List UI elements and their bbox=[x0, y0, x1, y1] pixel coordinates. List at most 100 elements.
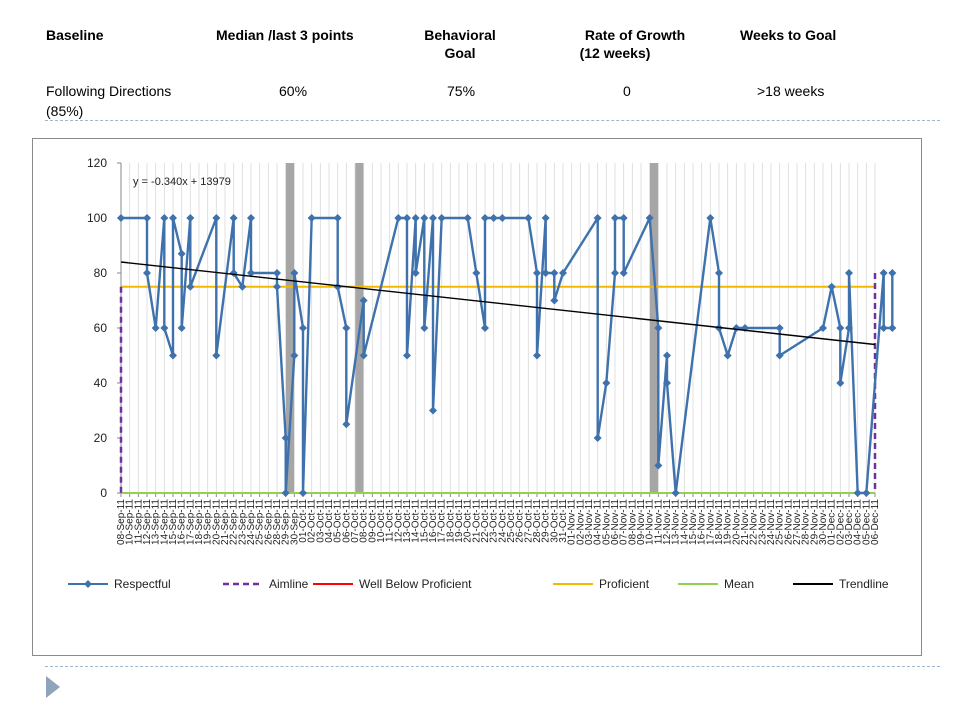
y-tick-label: 100 bbox=[87, 211, 107, 225]
x-tick-label: 03-Dec-11 bbox=[844, 499, 855, 545]
x-tick-label: 09-Nov-11 bbox=[636, 499, 647, 545]
respectful-data-point bbox=[143, 269, 151, 277]
x-tick-label: 09-Oct-11 bbox=[367, 499, 378, 543]
respectful-data-point bbox=[550, 296, 559, 305]
x-tick-label: 21-Oct-11 bbox=[471, 499, 482, 543]
header-baseline: Baseline bbox=[46, 27, 104, 43]
x-tick-label: 12-Oct-11 bbox=[393, 499, 404, 543]
x-tick-label: 11-Nov-11 bbox=[653, 499, 664, 545]
respectful-data-point bbox=[247, 269, 255, 277]
respectful-data-point bbox=[307, 214, 316, 222]
row-rate: 0 bbox=[623, 83, 631, 99]
x-tick-label: 25-Sep-11 bbox=[255, 499, 266, 545]
x-tick-label: 08-Sep-11 bbox=[116, 499, 127, 545]
x-tick-label: 28-Oct-11 bbox=[532, 499, 543, 543]
respectful-data-point bbox=[533, 269, 541, 277]
respectful-data-point bbox=[238, 282, 247, 291]
y-tick-label: 20 bbox=[94, 431, 108, 445]
respectful-data-point bbox=[611, 269, 619, 277]
x-tick-label: 07-Oct-11 bbox=[350, 499, 361, 543]
x-tick-label: 18-Oct-11 bbox=[445, 499, 456, 543]
x-tick-label: 01-Oct-11 bbox=[298, 499, 309, 543]
x-tick-label: 02-Oct-11 bbox=[307, 499, 318, 543]
x-tick-label: 12-Nov-11 bbox=[662, 499, 673, 545]
x-tick-label: 10-Nov-11 bbox=[645, 499, 656, 545]
respectful-data-point bbox=[498, 214, 507, 222]
legend-marker bbox=[84, 580, 92, 588]
x-tick-label: 29-Nov-11 bbox=[809, 499, 820, 545]
x-tick-label: 04-Dec-11 bbox=[853, 499, 864, 545]
respectful-data-point bbox=[836, 379, 845, 387]
trendline-equation: y = -0.340x + 13979 bbox=[133, 176, 231, 188]
x-tick-label: 26-Nov-11 bbox=[783, 499, 794, 545]
respectful-data-point bbox=[602, 379, 611, 387]
respectful-data-point bbox=[619, 214, 628, 222]
x-tick-label: 06-Dec-11 bbox=[870, 499, 881, 545]
x-tick-label: 08-Oct-11 bbox=[359, 499, 370, 543]
x-tick-label: 23-Oct-11 bbox=[489, 499, 500, 543]
x-tick-label: 24-Sep-11 bbox=[246, 499, 257, 545]
legend-label: Well Below Proficient bbox=[359, 577, 472, 591]
y-tick-label: 40 bbox=[94, 376, 108, 390]
respectful-data-point bbox=[429, 406, 437, 415]
respectful-data-point bbox=[524, 214, 533, 222]
respectful-data-point bbox=[819, 324, 827, 332]
respectful-data-point bbox=[845, 269, 853, 277]
top-divider bbox=[45, 120, 940, 121]
y-tick-label: 60 bbox=[94, 321, 108, 335]
respectful-data-point bbox=[281, 434, 290, 442]
respectful-data-point bbox=[888, 324, 897, 332]
x-tick-label: 31-Oct-11 bbox=[558, 499, 569, 543]
respectful-data-point bbox=[169, 351, 177, 360]
x-tick-label: 30-Oct-11 bbox=[549, 499, 560, 543]
x-tick-label: 10-Sep-11 bbox=[125, 499, 136, 545]
x-tick-label: 01-Dec-11 bbox=[827, 499, 838, 545]
y-tick-label: 0 bbox=[100, 486, 107, 500]
respectful-data-point bbox=[862, 489, 871, 497]
next-slide-arrow-icon[interactable] bbox=[46, 676, 60, 698]
respectful-data-point bbox=[481, 324, 489, 332]
x-tick-label: 01-Nov-11 bbox=[567, 499, 578, 545]
x-tick-label: 17-Oct-11 bbox=[437, 499, 448, 543]
y-tick-label: 120 bbox=[87, 156, 107, 170]
respectful-data-point bbox=[541, 269, 550, 277]
respectful-data-point bbox=[117, 214, 125, 222]
respectful-data-point bbox=[160, 324, 169, 332]
respectful-data-point bbox=[723, 351, 732, 360]
x-tick-label: 29-Sep-11 bbox=[281, 499, 292, 545]
header-median: Median /last 3 points bbox=[216, 27, 354, 43]
respectful-data-point bbox=[229, 214, 238, 222]
x-tick-label: 23-Sep-11 bbox=[237, 499, 248, 545]
x-tick-label: 13-Nov-11 bbox=[671, 499, 682, 545]
x-tick-label: 19-Oct-11 bbox=[454, 499, 465, 543]
x-tick-label: 14-Oct-11 bbox=[411, 499, 422, 543]
x-tick-label: 15-Nov-11 bbox=[688, 499, 699, 545]
x-tick-label: 27-Nov-11 bbox=[792, 499, 803, 545]
bottom-divider bbox=[45, 666, 940, 667]
respectful-data-point bbox=[853, 489, 862, 497]
x-tick-label: 03-Oct-11 bbox=[315, 499, 326, 543]
respectful-data-point bbox=[481, 214, 489, 222]
respectful-data-point bbox=[611, 214, 619, 222]
header-rate-line2: (12 weeks) bbox=[579, 45, 651, 61]
respectful-data-point bbox=[212, 351, 221, 360]
x-tick-label: 22-Nov-11 bbox=[749, 499, 760, 545]
x-tick-label: 21-Sep-11 bbox=[220, 499, 231, 545]
x-tick-label: 30-Sep-11 bbox=[289, 499, 300, 545]
chart-svg: 0 20 40 60 80 100 120 08-Sep-1110-Sep-1111-Sep-… bbox=[68, 156, 897, 591]
respectful-data-point bbox=[593, 214, 602, 222]
x-tick-label: 16-Nov-11 bbox=[697, 499, 708, 545]
respectful-data-point bbox=[888, 269, 897, 277]
x-tick-label: 22-Sep-11 bbox=[229, 499, 240, 545]
respectful-data-point bbox=[654, 461, 663, 470]
respectful-data-point bbox=[290, 351, 299, 360]
respectful-data-point bbox=[186, 214, 195, 222]
chart-frame: 0 20 40 60 80 100 120 08-Sep-11 10-Sep-11 11-Sep-… bbox=[32, 138, 922, 656]
x-tick-label: 14-Nov-11 bbox=[679, 499, 690, 545]
x-tick-label: 10-Oct-11 bbox=[376, 499, 387, 543]
respectful-data-point bbox=[342, 420, 351, 429]
x-tick-label: 02-Dec-11 bbox=[835, 499, 846, 545]
respectful-data-point bbox=[143, 214, 151, 222]
respectful-data-point bbox=[273, 269, 281, 277]
respectful-data-point bbox=[160, 214, 169, 222]
